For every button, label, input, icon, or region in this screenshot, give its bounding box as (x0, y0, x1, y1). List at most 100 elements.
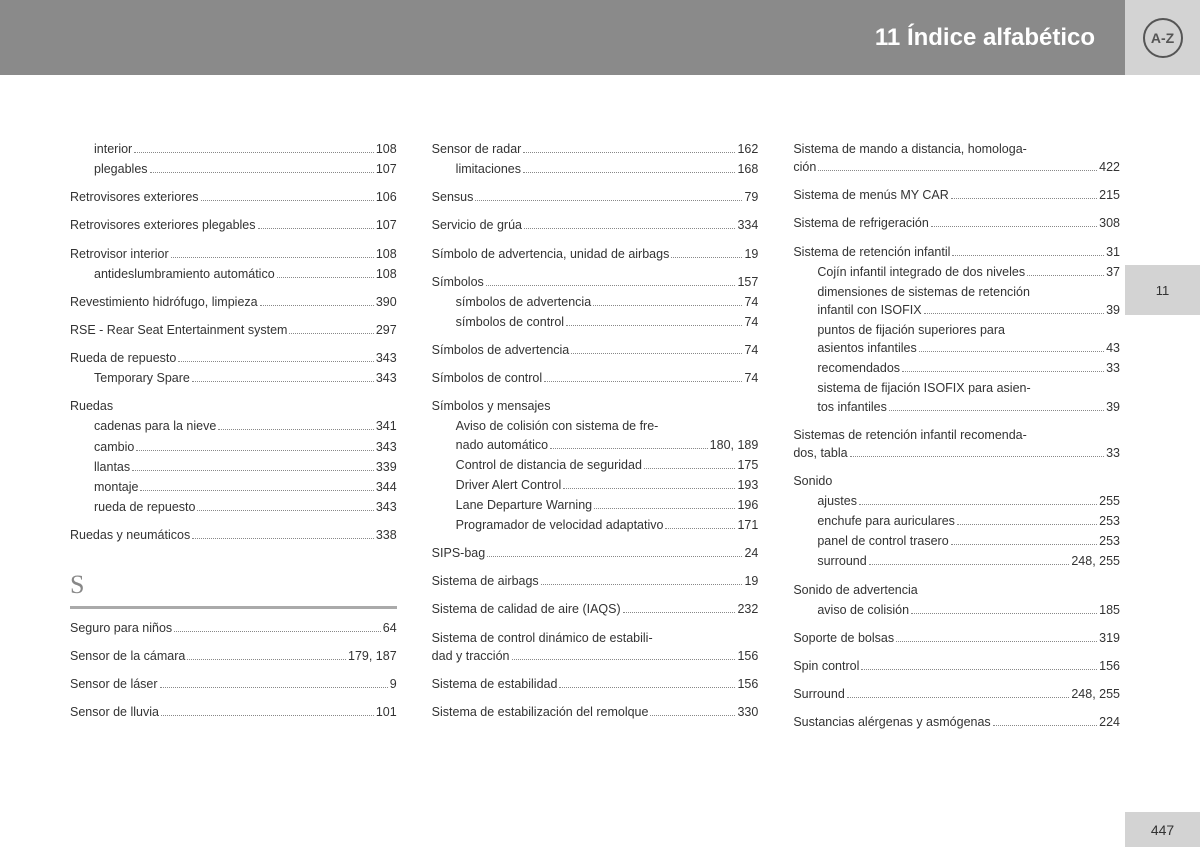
index-entry: llantas339 (70, 458, 397, 476)
index-entry: Sistema de calidad de aire (IAQS)232 (432, 600, 759, 618)
column-2: Sensor de radar162limitaciones168Sensus7… (432, 140, 759, 733)
index-entry: símbolos de advertencia 74 (432, 293, 759, 311)
entry-page: 343 (376, 498, 397, 516)
entry-label: Símbolo de advertencia, unidad de airbag… (432, 245, 670, 263)
entry-label: SIPS-bag (432, 544, 486, 562)
index-entry: limitaciones168 (432, 160, 759, 178)
index-entry: Sistema de menús MY CAR 215 (793, 186, 1120, 204)
entry-page: 390 (376, 293, 397, 311)
index-entry: Sistemas de retención infantil recomenda… (793, 426, 1120, 444)
index-entry: Lane Departure Warning196 (432, 496, 759, 514)
entry-label: RSE - Rear Seat Entertainment system (70, 321, 287, 339)
leader-dots (650, 715, 735, 716)
entry-label: Símbolos (432, 273, 484, 291)
entry-label: Sensor de láser (70, 675, 158, 693)
entry-page: 171 (737, 516, 758, 534)
leader-dots (896, 641, 1097, 642)
entry-label: dos, tabla (793, 444, 847, 462)
index-entry: aviso de colisión185 (793, 601, 1120, 619)
entry-page: 196 (737, 496, 758, 514)
index-entry: enchufe para auriculares253 (793, 512, 1120, 530)
entry-label: enchufe para auriculares (817, 512, 955, 530)
index-entry: Símbolos de control74 (432, 369, 759, 387)
leader-dots (571, 353, 742, 354)
side-chapter-tab: 11 (1125, 265, 1200, 315)
entry-label: Cojín infantil integrado de dos niveles (817, 263, 1025, 281)
entry-label: Sistema de menús MY CAR (793, 186, 948, 204)
entry-label: Sustancias alérgenas y asmógenas (793, 713, 990, 731)
entry-label: limitaciones (456, 160, 521, 178)
entry-label: plegables (94, 160, 148, 178)
index-content: interior108plegables107Retrovisores exte… (70, 140, 1120, 733)
index-entry: Sistema de airbags19 (432, 572, 759, 590)
entry-label: Sonido (793, 472, 832, 490)
entry-label: Sensor de lluvia (70, 703, 159, 721)
index-entry: Spin control156 (793, 657, 1120, 675)
entry-label: Símbolos de advertencia (432, 341, 570, 359)
leader-dots (859, 504, 1097, 505)
entry-page: 308 (1099, 214, 1120, 232)
entry-label: símbolos de advertencia (456, 293, 592, 311)
entry-label: ción (793, 158, 816, 176)
leader-dots (869, 564, 1070, 565)
leader-dots (197, 510, 373, 511)
entry-page: 156 (737, 647, 758, 665)
leader-dots (559, 687, 735, 688)
leader-dots (136, 450, 374, 451)
index-entry: tos infantiles39 (793, 398, 1120, 416)
index-entry: dimensiones de sistemas de retención (793, 283, 1120, 301)
entry-page: 107 (376, 216, 397, 234)
entry-label: Servicio de grúa (432, 216, 522, 234)
entry-label: Seguro para niños (70, 619, 172, 637)
entry-label: Sistema de estabilidad (432, 675, 558, 693)
entry-label: Retrovisor interior (70, 245, 169, 263)
leader-dots (902, 371, 1104, 372)
leader-dots (523, 172, 736, 173)
entry-label: Soporte de bolsas (793, 629, 894, 647)
index-entry: Seguro para niños64 (70, 619, 397, 637)
leader-dots (993, 725, 1097, 726)
index-entry: panel de control trasero253 (793, 532, 1120, 550)
leader-dots (150, 172, 374, 173)
leader-dots (931, 226, 1097, 227)
index-entry: Control de distancia de seguridad175 (432, 456, 759, 474)
index-entry: ción 422 (793, 158, 1120, 176)
entry-page: 156 (737, 675, 758, 693)
index-entry: Símbolos de advertencia 74 (432, 341, 759, 359)
section-letter: S (70, 566, 397, 604)
leader-dots (544, 381, 742, 382)
entry-label: Sistema de airbags (432, 572, 539, 590)
index-entry: Sensor de lluvia101 (70, 703, 397, 721)
index-entry: Ruedas y neumáticos338 (70, 526, 397, 544)
entry-label: Sensus (432, 188, 474, 206)
entry-page: 74 (744, 293, 758, 311)
index-entry: Sistema de control dinámico de estabili- (432, 629, 759, 647)
index-entry: Sensor de radar162 (432, 140, 759, 158)
index-entry: cadenas para la nieve341 (70, 417, 397, 435)
entry-page: 39 (1106, 301, 1120, 319)
entry-label: Sistema de retención infantil (793, 243, 950, 261)
entry-label: asientos infantiles (817, 339, 916, 357)
index-entry: Sistema de refrigeración308 (793, 214, 1120, 232)
leader-dots (218, 429, 374, 430)
entry-page: 156 (1099, 657, 1120, 675)
leader-dots (1027, 275, 1104, 276)
entry-page: 341 (376, 417, 397, 435)
entry-page: 74 (744, 341, 758, 359)
entry-page: 422 (1099, 158, 1120, 176)
leader-dots (524, 228, 735, 229)
leader-dots (861, 669, 1097, 670)
index-entry: Sistema de mando a distancia, homologa- (793, 140, 1120, 158)
index-entry: Símbolos y mensajes (432, 397, 759, 415)
entry-page: 108 (376, 245, 397, 263)
index-entry: nado automático180, 189 (432, 436, 759, 454)
index-entry: Sonido de advertencia (793, 581, 1120, 599)
index-entry: Sensus79 (432, 188, 759, 206)
entry-page: 253 (1099, 532, 1120, 550)
entry-page: 107 (376, 160, 397, 178)
entry-page: 215 (1099, 186, 1120, 204)
column-3: Sistema de mando a distancia, homologa-c… (793, 140, 1120, 733)
leader-dots (192, 538, 374, 539)
index-entry: Temporary Spare343 (70, 369, 397, 387)
leader-dots (818, 170, 1097, 171)
